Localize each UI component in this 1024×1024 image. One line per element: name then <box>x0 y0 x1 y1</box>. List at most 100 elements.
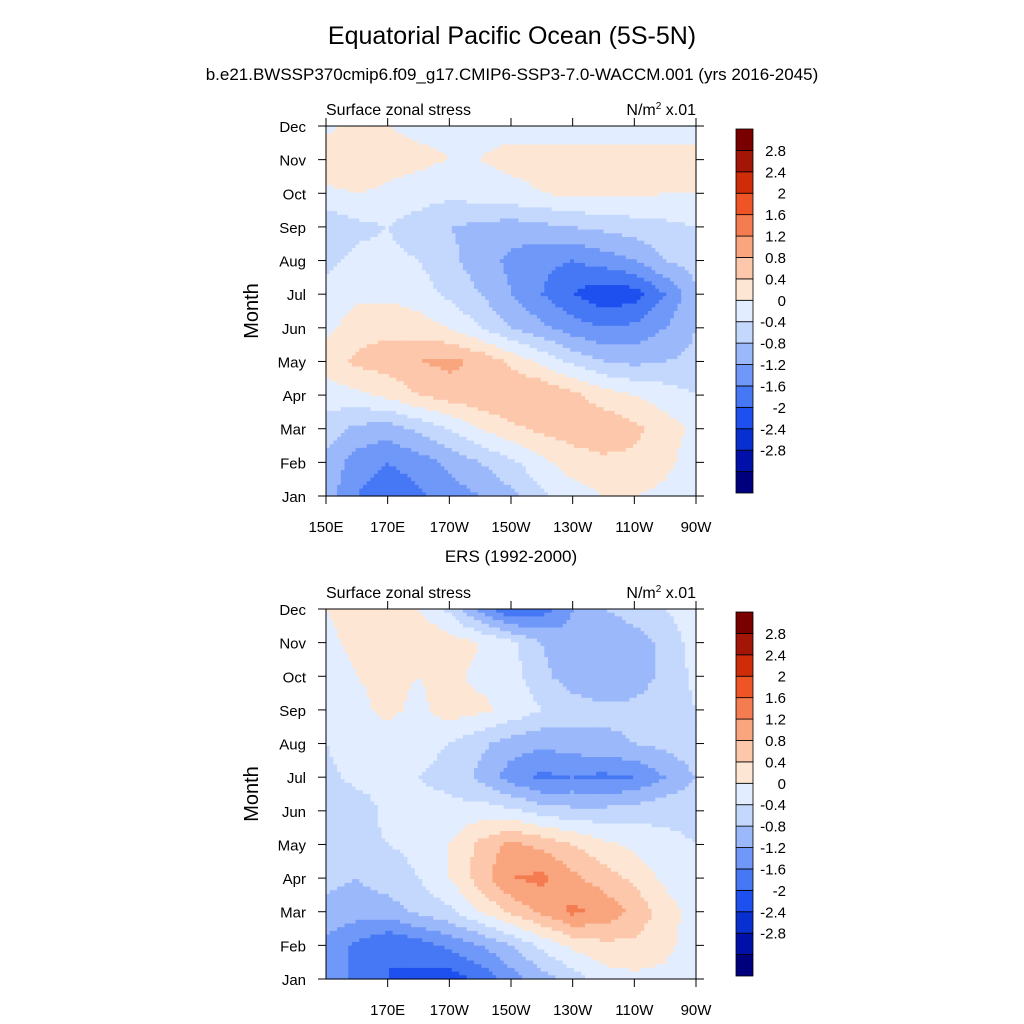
heatmap-cell <box>562 248 568 253</box>
heatmap-cell <box>647 181 653 186</box>
heatmap-cell <box>400 229 405 234</box>
heatmap-cell <box>684 163 690 168</box>
heatmap-cell <box>400 181 405 186</box>
heatmap-cell <box>344 163 349 168</box>
heatmap-cell <box>363 177 368 183</box>
heatmap-cell <box>644 285 649 290</box>
heatmap-cell <box>603 170 608 175</box>
heatmap-cell <box>647 225 653 231</box>
heatmap-cell <box>407 140 412 146</box>
heatmap-cell <box>455 207 460 212</box>
heatmap-cell <box>385 229 390 234</box>
heatmap-cell <box>581 274 586 279</box>
heatmap-cell <box>603 181 608 186</box>
heatmap-cell <box>536 225 542 231</box>
heatmap-cell <box>499 140 505 146</box>
heatmap-cell <box>492 244 497 249</box>
heatmap-cell <box>377 151 383 157</box>
heatmap-cell <box>570 248 575 253</box>
heatmap-cell <box>326 292 331 297</box>
heatmap-cell <box>329 144 334 149</box>
heatmap-cell <box>647 288 653 294</box>
heatmap-cell <box>326 218 331 223</box>
heatmap-cell <box>533 285 538 290</box>
heatmap-cell <box>422 140 427 146</box>
heatmap-cell <box>607 174 612 179</box>
heatmap-cell <box>573 170 579 175</box>
heatmap-cell <box>418 192 423 197</box>
heatmap-cell <box>448 133 453 138</box>
heatmap-cell <box>518 259 523 264</box>
heatmap-cell <box>403 166 408 171</box>
heatmap-cell <box>610 248 616 253</box>
heatmap-cell <box>647 285 653 290</box>
heatmap-cell <box>655 240 660 245</box>
heatmap-cell <box>496 163 501 168</box>
heatmap-cell <box>585 270 590 275</box>
heatmap-cell <box>440 266 445 271</box>
heatmap-cell <box>381 163 386 168</box>
heatmap-cell <box>392 163 397 168</box>
heatmap-cell <box>536 274 542 279</box>
heatmap-cell <box>374 181 379 186</box>
heatmap-cell <box>444 292 449 297</box>
heatmap-cell <box>666 237 671 242</box>
heatmap-cell <box>340 285 346 290</box>
heatmap-cell <box>596 129 601 134</box>
heatmap-cell <box>429 285 434 290</box>
heatmap-cell <box>559 174 564 179</box>
heatmap-cell <box>488 218 494 223</box>
heatmap-cell <box>366 133 371 138</box>
heatmap-cell <box>366 240 371 245</box>
heatmap-cell <box>666 233 671 238</box>
heatmap-cell <box>374 185 379 190</box>
heatmap-cell <box>507 144 512 149</box>
heatmap-cell <box>462 155 468 160</box>
heatmap-cell <box>614 211 619 216</box>
heatmap-cell <box>403 144 408 149</box>
heatmap-cell <box>647 155 653 160</box>
heatmap-cell <box>692 222 697 227</box>
heatmap-cell <box>340 159 346 164</box>
heatmap-cell <box>503 303 508 308</box>
heatmap-cell <box>570 166 575 171</box>
heatmap-cell <box>385 177 390 183</box>
heatmap-cell <box>337 166 342 171</box>
heatmap-cell <box>555 262 560 268</box>
heatmap-cell <box>607 288 612 294</box>
heatmap-cell <box>363 155 368 160</box>
heatmap-cell <box>418 270 423 275</box>
heatmap-cell <box>370 277 375 282</box>
heatmap-cell <box>610 148 616 153</box>
heatmap-cell <box>403 207 408 212</box>
heatmap-cell <box>566 248 571 253</box>
heatmap-cell <box>351 285 357 290</box>
heatmap-cell <box>351 274 357 279</box>
heatmap-cell <box>418 188 423 194</box>
heatmap-cell <box>551 244 556 249</box>
heatmap-cell <box>570 203 575 208</box>
heatmap-cell <box>470 188 475 194</box>
heatmap-cell <box>529 288 534 294</box>
heatmap-cell <box>548 185 553 190</box>
heatmap-cell <box>470 222 475 227</box>
heatmap-cell <box>470 203 475 208</box>
heatmap-cell <box>622 270 627 275</box>
heatmap-cell <box>411 288 416 294</box>
heatmap-cell <box>681 277 686 282</box>
heatmap-cell <box>451 303 457 308</box>
heatmap-cell <box>474 240 479 245</box>
heatmap-cell <box>514 233 519 238</box>
heatmap-cell <box>400 299 405 305</box>
heatmap-cell <box>499 170 505 175</box>
heatmap-cell <box>596 222 601 227</box>
heatmap-cell <box>677 270 682 275</box>
heatmap-cell <box>411 270 416 275</box>
heatmap-cell <box>507 303 512 308</box>
heatmap-cell <box>388 155 394 160</box>
heatmap-cell <box>396 214 401 220</box>
heatmap-cell <box>411 155 416 160</box>
heatmap-cell <box>651 148 656 153</box>
heatmap-cell <box>625 229 630 234</box>
heatmap-cell <box>422 166 427 171</box>
